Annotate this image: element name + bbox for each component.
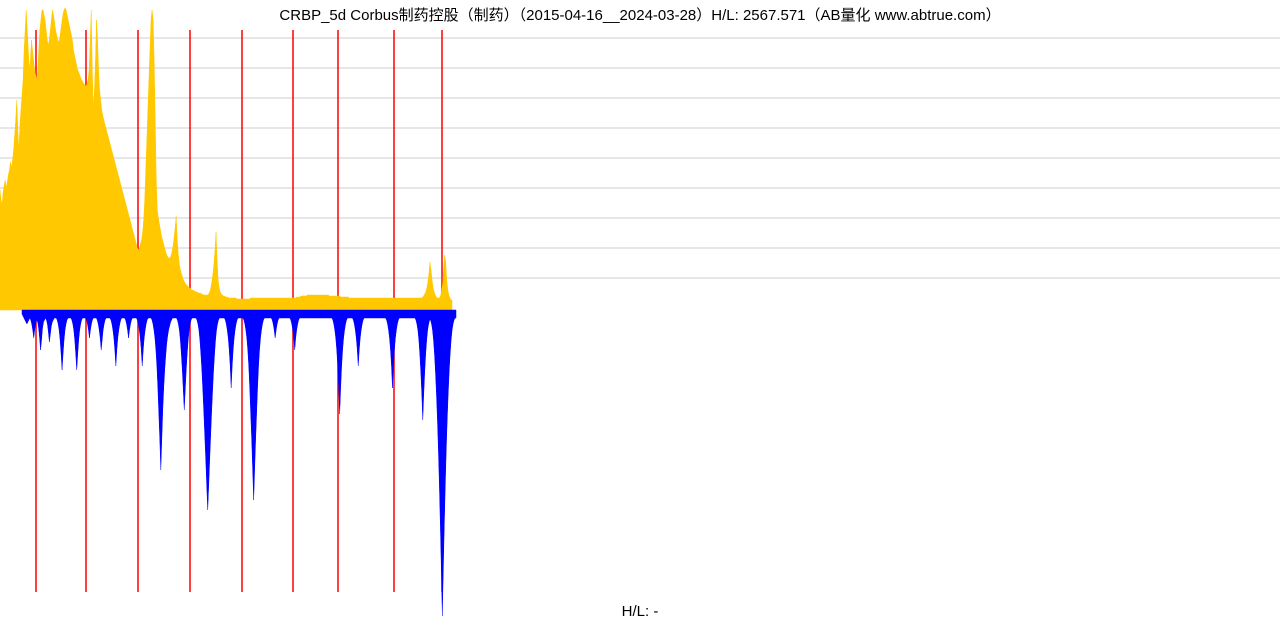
lower-series-area [22,310,456,616]
upper-series-area [0,8,452,310]
price-chart [0,0,1280,620]
chart-footer: H/L: - [0,603,1280,620]
